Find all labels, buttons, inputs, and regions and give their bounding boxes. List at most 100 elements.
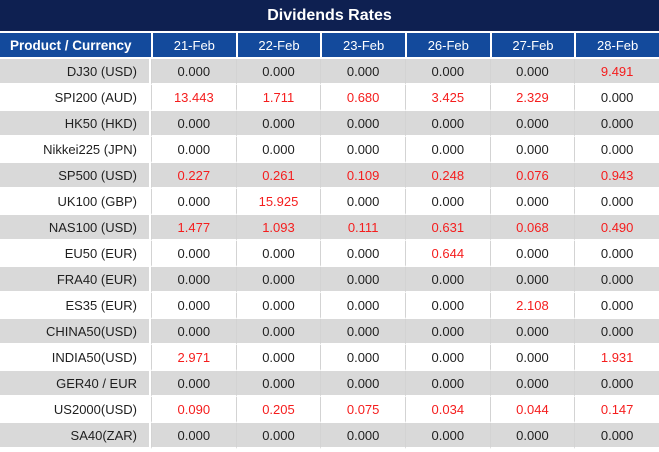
dividend-rate-cell: 0.000 <box>320 241 405 267</box>
product-label: HK50 (HKD) <box>0 111 151 137</box>
dividend-rate-cell: 0.000 <box>320 111 405 137</box>
column-header-date: 26-Feb <box>404 33 490 59</box>
dividend-rate-cell: 0.000 <box>151 423 236 449</box>
product-label: SA40(ZAR) <box>0 423 151 449</box>
table-row: SA40(ZAR) 0.000 0.000 0.000 0.000 0.000 0.000 <box>0 423 659 449</box>
dividend-rate-cell: 0.000 <box>489 371 575 397</box>
dividend-rate-cell: 0.000 <box>235 137 321 163</box>
dividend-rate-cell: 0.000 <box>320 345 405 371</box>
dividend-rate-cell: 0.076 <box>489 163 575 189</box>
product-label: Nikkei225 (JPN) <box>0 137 151 163</box>
dividend-rate-cell: 0.000 <box>574 111 659 137</box>
dividend-rate-cell: 0.000 <box>151 137 236 163</box>
column-header-date: 22-Feb <box>235 33 321 59</box>
table-row: Nikkei225 (JPN) 0.000 0.000 0.000 0.000 0.000… <box>0 137 659 163</box>
dividend-rate-cell: 0.000 <box>235 293 321 319</box>
dividend-rate-cell: 13.443 <box>151 85 236 111</box>
dividend-rate-cell: 0.000 <box>151 293 236 319</box>
dividend-rate-cell: 0.680 <box>320 85 405 111</box>
dividend-rate-cell: 0.147 <box>574 397 659 423</box>
product-label: NAS100 (USD) <box>0 215 151 241</box>
dividend-rate-cell: 0.000 <box>574 85 659 111</box>
dividend-rate-cell: 0.075 <box>320 397 405 423</box>
dividend-rate-cell: 0.000 <box>489 137 575 163</box>
page-title: Dividends Rates <box>267 6 392 24</box>
dividend-rate-cell: 0.000 <box>320 267 405 293</box>
dividend-rate-cell: 0.000 <box>404 267 490 293</box>
dividend-rate-cell: 0.000 <box>489 423 575 449</box>
dividend-rate-cell: 0.000 <box>489 267 575 293</box>
table-row: SP500 (USD) 0.227 0.261 0.109 0.248 0.076 0.94… <box>0 163 659 189</box>
dividend-rate-cell: 0.000 <box>489 319 575 345</box>
dividend-rate-cell: 0.111 <box>320 215 405 241</box>
dividend-rate-cell: 0.068 <box>489 215 575 241</box>
dividend-rate-cell: 0.000 <box>404 423 490 449</box>
dividend-rate-cell: 0.000 <box>574 137 659 163</box>
dividend-rate-cell: 0.000 <box>235 371 321 397</box>
dividend-rate-cell: 0.000 <box>235 345 321 371</box>
dividend-rate-cell: 0.000 <box>489 345 575 371</box>
dividend-rate-cell: 0.000 <box>404 293 490 319</box>
dividend-rate-cell: 0.000 <box>320 293 405 319</box>
dividend-rate-cell: 0.248 <box>404 163 490 189</box>
dividend-rate-cell: 0.000 <box>404 111 490 137</box>
dividend-rate-cell: 0.000 <box>151 59 236 85</box>
product-label: SPI200 (AUD) <box>0 85 151 111</box>
dividend-rate-cell: 0.000 <box>320 59 405 85</box>
dividend-rate-cell: 0.000 <box>574 267 659 293</box>
table-header-row: Product / Currency 21-Feb 22-Feb 23-Feb 26-… <box>0 33 659 59</box>
dividend-rate-cell: 2.329 <box>489 85 575 111</box>
dividend-rate-cell: 0.044 <box>489 397 575 423</box>
dividend-rate-cell: 0.000 <box>151 267 236 293</box>
dividend-rate-cell: 0.631 <box>404 215 490 241</box>
table-row: CHINA50(USD) 0.000 0.000 0.000 0.000 0.000 0.0… <box>0 319 659 345</box>
column-header-date: 27-Feb <box>489 33 575 59</box>
table-row: ES35 (EUR) 0.000 0.000 0.000 0.000 2.108 0.000 <box>0 293 659 319</box>
dividend-rate-cell: 0.000 <box>404 189 490 215</box>
dividend-rate-cell: 0.000 <box>320 319 405 345</box>
dividend-rate-cell: 0.000 <box>404 319 490 345</box>
dividend-rate-cell: 0.000 <box>235 111 321 137</box>
dividend-rate-cell: 1.711 <box>235 85 321 111</box>
column-header-product-currency: Product / Currency <box>0 33 151 59</box>
product-label: SP500 (USD) <box>0 163 151 189</box>
dividend-rate-cell: 0.109 <box>320 163 405 189</box>
dividends-rates-table: Product / Currency 21-Feb 22-Feb 23-Feb 26-… <box>0 33 659 449</box>
dividend-rate-cell: 0.644 <box>404 241 490 267</box>
dividend-rate-cell: 0.000 <box>151 319 236 345</box>
dividend-rate-cell: 15.925 <box>235 189 321 215</box>
product-label: EU50 (EUR) <box>0 241 151 267</box>
column-header-date: 28-Feb <box>574 33 659 59</box>
table-row: HK50 (HKD) 0.000 0.000 0.000 0.000 0.000 0.000 <box>0 111 659 137</box>
dividend-rate-cell: 0.000 <box>574 189 659 215</box>
product-label: UK100 (GBP) <box>0 189 151 215</box>
dividend-rate-cell: 1.093 <box>235 215 321 241</box>
table-body: DJ30 (USD) 0.000 0.000 0.000 0.000 0.000 9.491… <box>0 59 659 449</box>
dividend-rate-cell: 0.261 <box>235 163 321 189</box>
dividend-rate-cell: 0.000 <box>235 423 321 449</box>
table-row: US2000(USD) 0.090 0.205 0.075 0.034 0.044 0.14… <box>0 397 659 423</box>
dividend-rate-cell: 0.000 <box>404 59 490 85</box>
dividend-rate-cell: 0.090 <box>151 397 236 423</box>
dividend-rate-cell: 0.000 <box>574 241 659 267</box>
dividend-rate-cell: 0.000 <box>574 319 659 345</box>
table-row: EU50 (EUR) 0.000 0.000 0.000 0.644 0.000 0.000 <box>0 241 659 267</box>
product-label: INDIA50(USD) <box>0 345 151 371</box>
dividend-rate-cell: 3.425 <box>404 85 490 111</box>
dividend-rate-cell: 0.000 <box>235 267 321 293</box>
dividend-rate-cell: 0.205 <box>235 397 321 423</box>
dividend-rate-cell: 9.491 <box>574 59 659 85</box>
dividend-rate-cell: 0.000 <box>320 423 405 449</box>
table-row: FRA40 (EUR) 0.000 0.000 0.000 0.000 0.000 0.00… <box>0 267 659 293</box>
dividend-rate-cell: 0.000 <box>320 137 405 163</box>
dividend-rate-cell: 0.000 <box>489 241 575 267</box>
dividend-rate-cell: 1.931 <box>574 345 659 371</box>
dividend-rate-cell: 0.000 <box>151 241 236 267</box>
dividend-rate-cell: 0.000 <box>404 345 490 371</box>
dividend-rate-cell: 0.000 <box>574 371 659 397</box>
product-label: DJ30 (USD) <box>0 59 151 85</box>
table-row: INDIA50(USD) 2.971 0.000 0.000 0.000 0.000 1.9… <box>0 345 659 371</box>
dividend-rate-cell: 0.000 <box>489 111 575 137</box>
dividend-rate-cell: 0.000 <box>404 137 490 163</box>
title-bar: Dividends Rates <box>0 0 659 33</box>
